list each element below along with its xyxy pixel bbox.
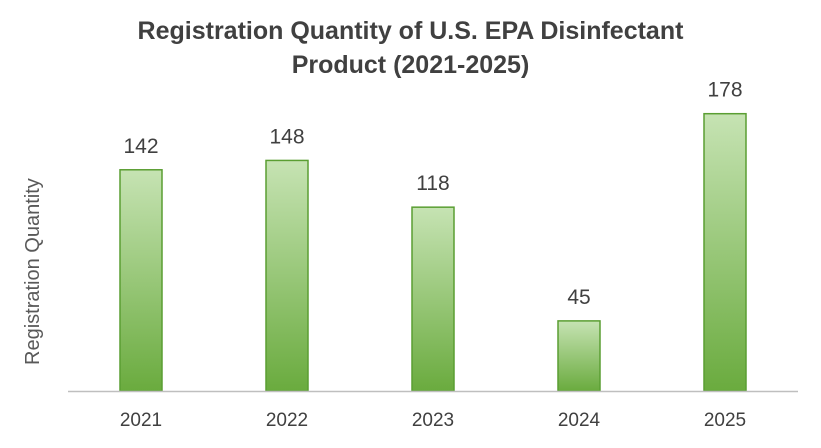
data-label-2023: 118 [416, 172, 449, 195]
chart-title-line-2: Product (2021-2025) [291, 51, 530, 79]
data-label-2025: 178 [707, 79, 742, 102]
bar-2025 [703, 112, 747, 392]
data-label-2021: 142 [123, 135, 158, 158]
bar-2023 [411, 206, 455, 392]
x-tick-label-2022: 2022 [266, 410, 308, 431]
bar-2022 [265, 159, 309, 392]
data-label-2024: 45 [567, 286, 590, 309]
x-tick-label-2025: 2025 [704, 410, 746, 431]
data-label-2022: 148 [269, 125, 304, 148]
chart-title-line-1: Registration Quantity of U.S. EPA Disinf… [137, 17, 684, 45]
bar-2024 [557, 320, 601, 392]
bar-2021 [119, 169, 163, 392]
x-tick-label-2021: 2021 [120, 410, 162, 431]
chart-title: Registration Quantity of U.S. EPA Disinf… [0, 14, 821, 82]
x-tick-label-2023: 2023 [412, 410, 454, 431]
x-tick-label-2024: 2024 [558, 410, 601, 431]
